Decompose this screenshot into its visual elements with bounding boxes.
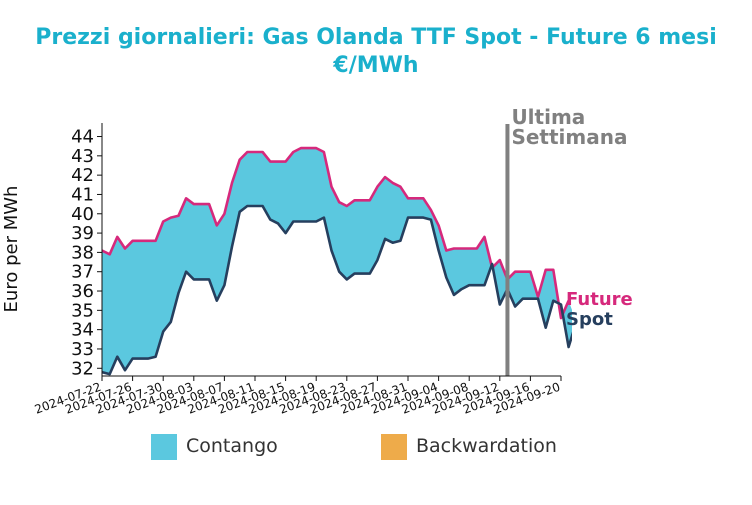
- chart-title-line1: Prezzi giornalieri: Gas Olanda TTF Spot …: [35, 25, 717, 50]
- y-tick-label: 38: [71, 242, 94, 263]
- y-tick-label: 42: [71, 165, 94, 186]
- y-tick-label: 34: [71, 320, 94, 341]
- legend-label-contango: Contango: [186, 435, 278, 457]
- legend-swatch-backwardation: [381, 434, 407, 460]
- future-series-line: [102, 146, 570, 320]
- legend-label-backwardation: Backwardation: [416, 435, 557, 457]
- last-week-marker-label: Ultima Settimana: [511, 105, 627, 149]
- y-tick-label: 36: [71, 281, 94, 302]
- spot-series-line: [102, 204, 572, 376]
- y-tick-label: 32: [71, 358, 94, 379]
- legend-swatch-contango: [151, 434, 177, 460]
- spot-series-label: Spot: [566, 309, 613, 330]
- y-tick-label: 40: [71, 204, 94, 225]
- series-lines-group: [102, 146, 572, 376]
- last-week-marker-label-line: Settimana: [511, 125, 627, 149]
- contango-area-group: [102, 148, 572, 375]
- chart-title: Prezzi giornalieri: Gas Olanda TTF Spot …: [0, 24, 752, 80]
- y-tick-label: 35: [71, 300, 94, 321]
- y-tick-label: 44: [71, 127, 94, 148]
- y-tick-label: 43: [71, 146, 94, 167]
- last-week-marker-group: Ultima Settimana: [505, 105, 627, 376]
- y-axis-title: Euro per MWh: [1, 186, 22, 313]
- contango-area: [102, 148, 572, 375]
- y-tick-label: 39: [71, 223, 94, 244]
- y-tick-label: 37: [71, 262, 94, 283]
- last-week-marker-label-line: Ultima: [511, 105, 585, 129]
- y-tick-label: 33: [71, 339, 94, 360]
- y-tick-label: 41: [71, 184, 94, 205]
- future-series-label: Future: [566, 289, 633, 310]
- chart-title-line2: €/MWh: [333, 53, 419, 78]
